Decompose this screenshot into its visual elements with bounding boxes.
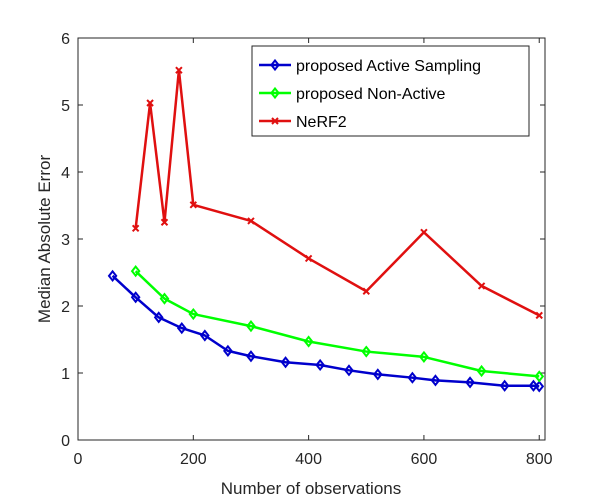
legend-swatch-marker xyxy=(270,58,280,72)
legend-label: proposed Active Sampling xyxy=(296,58,481,75)
x-tick-label: 800 xyxy=(526,451,553,468)
data-point xyxy=(159,292,170,305)
x-axis-title: Number of observations xyxy=(221,479,401,498)
data-point xyxy=(534,380,545,393)
data-point xyxy=(107,269,118,282)
y-tick-label: 2 xyxy=(61,299,70,316)
data-point xyxy=(153,311,164,324)
y-tick-label: 4 xyxy=(61,165,70,182)
x-axis: 0 200 400 600 800 xyxy=(74,38,553,468)
data-point xyxy=(407,371,418,384)
data-point xyxy=(528,379,539,392)
legend-label: proposed Non-Active xyxy=(296,86,446,103)
data-point xyxy=(419,350,429,364)
legend: proposed Active Sampling proposed Non-Act… xyxy=(251,45,530,137)
x-tick-label: 400 xyxy=(295,451,322,468)
data-point xyxy=(130,265,141,278)
data-point xyxy=(176,322,187,335)
data-point xyxy=(361,345,372,358)
data-point xyxy=(246,350,256,363)
data-point xyxy=(223,344,233,357)
legend-item: proposed Active Sampling xyxy=(259,58,481,75)
data-point xyxy=(362,287,370,295)
y-axis: 0 1 2 3 4 5 6 xyxy=(61,31,545,450)
data-point xyxy=(280,356,291,369)
x-tick-label: 600 xyxy=(411,451,438,468)
series-line xyxy=(111,274,540,388)
data-point xyxy=(146,99,154,107)
data-point xyxy=(304,254,313,263)
data-point xyxy=(130,291,141,304)
legend-box xyxy=(251,45,530,137)
series-2 xyxy=(131,66,543,320)
data-point xyxy=(465,376,475,389)
data-point xyxy=(535,311,543,320)
data-point xyxy=(188,307,199,321)
y-tick-label: 5 xyxy=(61,98,70,115)
data-point xyxy=(199,329,210,342)
data-point xyxy=(372,368,383,381)
legend-item: NeRF2 xyxy=(259,114,347,131)
data-point xyxy=(160,218,169,226)
data-point xyxy=(315,358,326,372)
data-point xyxy=(344,364,354,377)
data-point xyxy=(534,370,545,383)
series-line xyxy=(134,270,540,378)
data-point xyxy=(476,364,487,378)
y-tick-label: 0 xyxy=(61,433,70,450)
legend-swatch-marker xyxy=(271,117,279,125)
y-tick-label: 6 xyxy=(61,31,70,48)
series-1 xyxy=(130,265,545,383)
legend-label: NeRF2 xyxy=(296,114,347,131)
y-axis-title: Median Absolute Error xyxy=(35,155,54,324)
data-point xyxy=(189,201,198,209)
data-point xyxy=(303,335,314,348)
legend-item: proposed Non-Active xyxy=(259,86,446,103)
data-point xyxy=(420,228,428,237)
x-tick-label: 200 xyxy=(180,451,207,468)
data-point xyxy=(499,379,510,392)
data-point xyxy=(246,319,256,333)
y-tick-label: 3 xyxy=(61,232,70,249)
legend-swatch-marker xyxy=(270,86,280,100)
data-point xyxy=(175,66,183,74)
data-point xyxy=(430,374,441,387)
data-point xyxy=(131,224,140,232)
data-point xyxy=(477,282,486,290)
data-point xyxy=(247,217,255,225)
x-tick-label: 0 xyxy=(74,451,83,468)
series-0 xyxy=(107,269,545,393)
series-layer xyxy=(107,66,545,393)
y-tick-label: 1 xyxy=(61,366,70,383)
